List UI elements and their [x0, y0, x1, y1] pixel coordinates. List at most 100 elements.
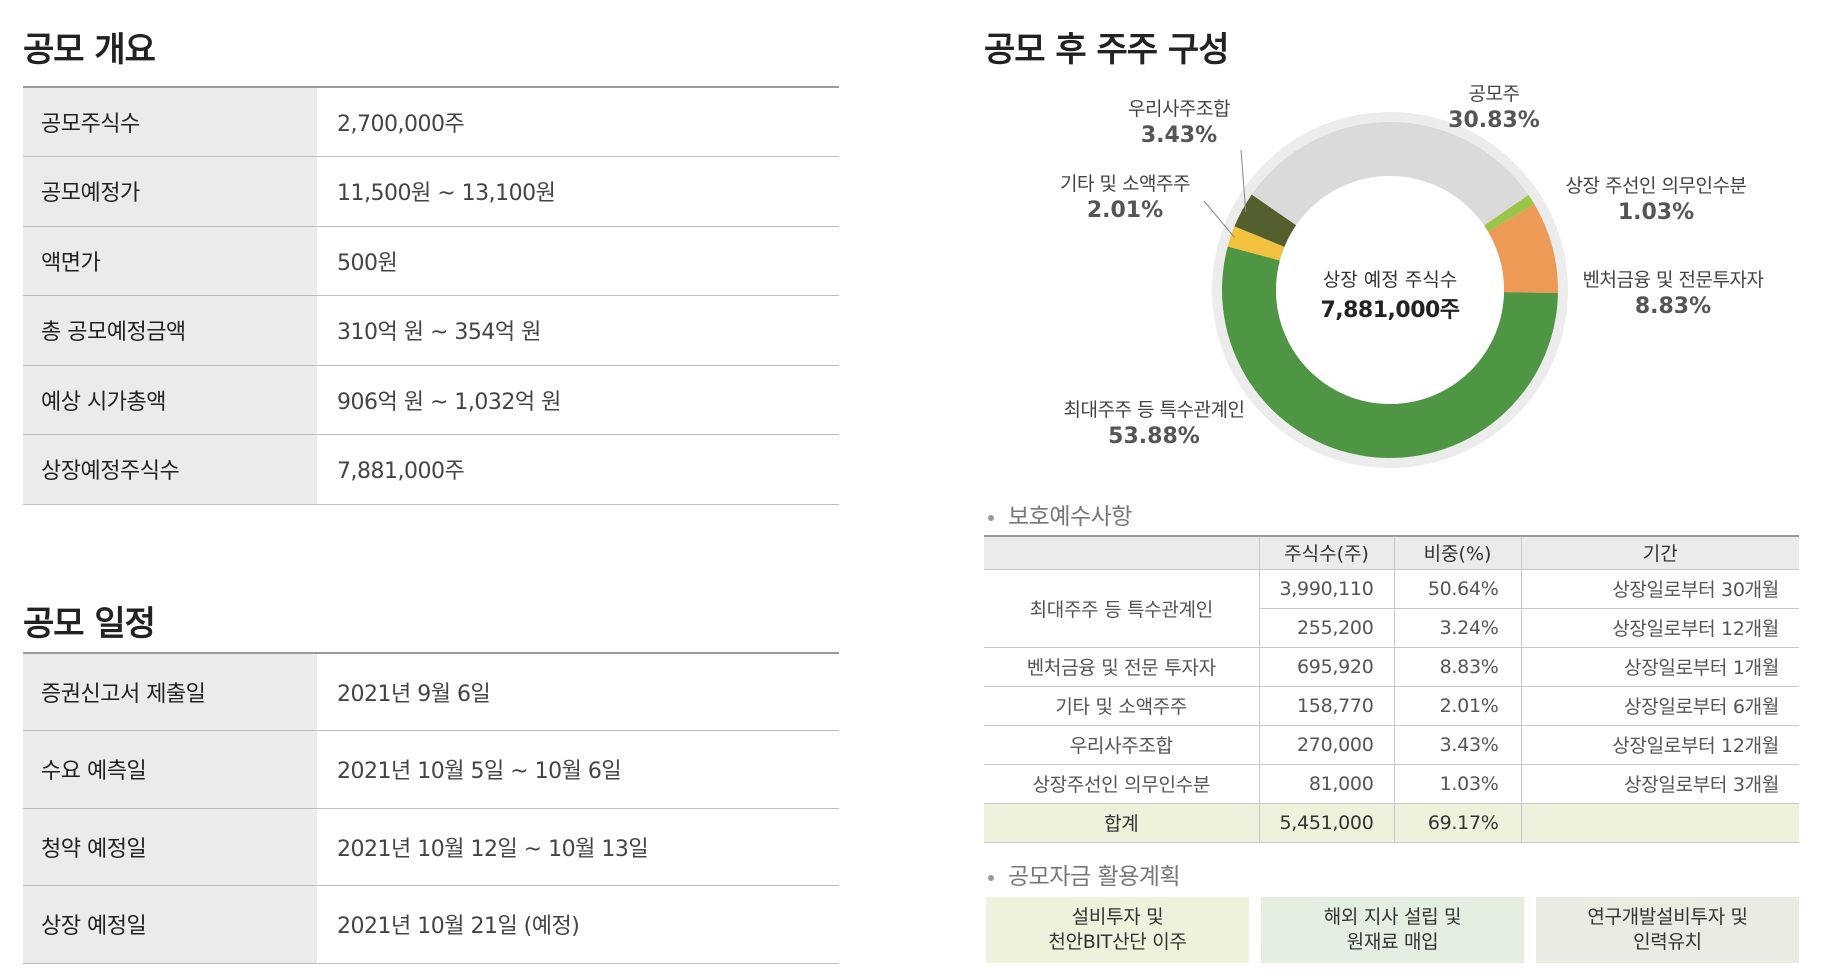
schedule-label: 증권신고서 제출일 — [23, 653, 317, 731]
overview-title: 공모 개요 — [23, 30, 156, 70]
leader-line — [1240, 149, 1247, 212]
lockup-title: 보호예수사항 — [984, 497, 1132, 531]
column-header: 비중(%) — [1393, 536, 1521, 570]
overview-label: 공모주식수 — [23, 87, 317, 157]
period-cell: 상장일로부터 12개월 — [1520, 608, 1799, 648]
overview-label: 예상 시가총액 — [23, 365, 317, 435]
overview-value: 500원 — [317, 226, 839, 296]
ratio-cell: 69.17% — [1393, 803, 1521, 843]
table-row: 증권신고서 제출일 2021년 9월 6일 — [23, 653, 839, 731]
overview-value: 11,500원 ~ 13,100원 — [317, 156, 839, 227]
holder-cell: 우리사주조합 — [984, 725, 1259, 765]
table-row: 수요 예측일 2021년 10월 5일 ~ 10월 6일 — [23, 730, 839, 809]
donut-slice — [1484, 195, 1535, 232]
overview-value: 906억 원 ~ 1,032억 원 — [317, 365, 839, 435]
schedule-value: 2021년 10월 12일 ~ 10월 13일 — [317, 808, 839, 886]
overview-value: 7,881,000주 — [317, 434, 839, 505]
donut-slice — [1234, 194, 1297, 247]
table-row: 청약 예정일 2021년 10월 12일 ~ 10월 13일 — [23, 808, 839, 886]
overview-table: 공모주식수 2,700,000주 공모예정가 11,500원 ~ 13,100원 액… — [23, 86, 839, 505]
period-cell: 상장일로부터 12개월 — [1520, 725, 1799, 765]
holder-cell: 벤처금융 및 전문 투자자 — [984, 647, 1259, 687]
period-cell: 상장일로부터 3개월 — [1520, 764, 1799, 804]
holder-cell: 상장주선인 의무인수분 — [984, 764, 1259, 804]
ratio-cell: 3.43% — [1393, 725, 1521, 765]
period-cell: 상장일로부터 1개월 — [1520, 647, 1799, 687]
shares-cell: 158,770 — [1258, 686, 1394, 726]
table-row: 예상 시가총액 906억 원 ~ 1,032억 원 — [23, 365, 839, 435]
schedule-label: 수요 예측일 — [23, 730, 317, 809]
shares-cell: 81,000 — [1258, 764, 1394, 804]
bullet-icon — [988, 514, 994, 521]
slice-label-underwriter: 상장 주선인 의무인수분 1.03% — [1565, 175, 1747, 225]
period-cell: 상장일로부터 30개월 — [1520, 569, 1799, 609]
ratio-cell: 8.83% — [1393, 647, 1521, 687]
donut-chart: 상장 예정 주식수 7,881,000주 공모주 30.83% 상장 주선인 의… — [984, 0, 1804, 480]
donut-slice — [1227, 226, 1285, 261]
table-row: 상장 예정일 2021년 10월 21일 (예정) — [23, 885, 839, 964]
holder-cell: 기타 및 소액주주 — [984, 686, 1259, 726]
overview-label: 공모예정가 — [23, 156, 317, 227]
table-row: 공모예정가 11,500원 ~ 13,100원 — [23, 156, 839, 227]
overview-value: 2,700,000주 — [317, 87, 839, 157]
donut-slice — [1251, 121, 1529, 226]
schedule-value: 2021년 10월 21일 (예정) — [317, 885, 839, 964]
schedule-value: 2021년 9월 6일 — [317, 653, 839, 731]
slice-label-venture: 벤처금융 및 전문투자자 8.83% — [1582, 269, 1764, 319]
table-header-row: 주식수(주) 비중(%) 기간 — [984, 536, 1799, 570]
holder-cell: 최대주주 등 특수관계인 — [984, 569, 1259, 648]
schedule-table: 증권신고서 제출일 2021년 9월 6일 수요 예측일 2021년 10월 5일 … — [23, 652, 839, 964]
donut-svg — [1203, 112, 1568, 468]
overview-value: 310억 원 ~ 354억 원 — [317, 295, 839, 366]
donut-slice — [1488, 204, 1558, 294]
table-row: 우리사주조합 270,000 3.43% 상장일로부터 12개월 — [984, 725, 1799, 765]
table-row: 상장주선인 의무인수분 81,000 1.03% 상장일로부터 3개월 — [984, 764, 1799, 804]
schedule-value: 2021년 10월 5일 ~ 10월 6일 — [317, 730, 839, 809]
table-row: 상장예정주식수 7,881,000주 — [23, 434, 839, 505]
donut-slice — [1222, 246, 1558, 458]
column-header — [984, 536, 1259, 570]
overview-label: 총 공모예정금액 — [23, 295, 317, 366]
ratio-cell: 1.03% — [1393, 764, 1521, 804]
table-row: 액면가 500원 — [23, 226, 839, 296]
table-row: 최대주주 등 특수관계인 3,990,110 50.64% 상장일로부터 30개… — [984, 569, 1799, 648]
schedule-title: 공모 일정 — [23, 604, 156, 644]
ratio-cell: 50.64% — [1393, 569, 1521, 609]
shares-cell: 3,990,110 — [1258, 569, 1394, 609]
slice-label-minor-shareholder: 기타 및 소액주주 2.01% — [1060, 173, 1190, 223]
shares-cell: 255,200 — [1258, 608, 1394, 648]
table-row: 기타 및 소액주주 158,770 2.01% 상장일로부터 6개월 — [984, 686, 1799, 726]
leader-line — [1203, 200, 1235, 238]
slice-label-employee-union: 우리사주조합 3.43% — [1128, 98, 1230, 148]
slice-label-public-offering: 공모주 30.83% — [1448, 83, 1540, 133]
ratio-cell: 3.24% — [1393, 608, 1521, 648]
table-row: 255,200 3.24% 상장일로부터 12개월 — [984, 608, 1799, 648]
bullet-icon — [988, 874, 994, 881]
overview-label: 액면가 — [23, 226, 317, 296]
shares-cell: 5,451,000 — [1258, 803, 1394, 843]
schedule-label: 상장 예정일 — [23, 885, 317, 964]
center-label-text: 상장 예정 주식수 — [1322, 269, 1458, 291]
shares-cell: 270,000 — [1258, 725, 1394, 765]
fund-item-rnd: 연구개발설비투자 및 인력유치 — [1536, 897, 1799, 963]
period-cell — [1520, 803, 1799, 843]
center-value-text: 7,881,000주 — [1320, 298, 1460, 323]
donut-hole — [1276, 176, 1504, 404]
table-row: 총 공모예정금액 310억 원 ~ 354억 원 — [23, 295, 839, 366]
shares-cell: 695,920 — [1258, 647, 1394, 687]
funds-title: 공모자금 활용계획 — [984, 857, 1181, 891]
fund-item-facility: 설비투자 및 천안BIT산단 이주 — [986, 897, 1249, 963]
column-header: 기간 — [1520, 536, 1799, 570]
slice-label-major-shareholder: 최대주주 등 특수관계인 53.88% — [1063, 399, 1245, 449]
holder-cell: 합계 — [984, 803, 1259, 843]
fund-item-overseas: 해외 지사 설립 및 원재료 매입 — [1261, 897, 1524, 963]
column-header: 주식수(주) — [1258, 536, 1394, 570]
total-row: 합계 5,451,000 69.17% — [984, 803, 1799, 843]
period-cell: 상장일로부터 6개월 — [1520, 686, 1799, 726]
overview-label: 상장예정주식수 — [23, 434, 317, 505]
ratio-cell: 2.01% — [1393, 686, 1521, 726]
chart-title: 공모 후 주주 구성 — [984, 30, 1229, 70]
table-row: 공모주식수 2,700,000주 — [23, 87, 839, 157]
schedule-label: 청약 예정일 — [23, 808, 317, 886]
lockup-table: 주식수(주) 비중(%) 기간 최대주주 등 특수관계인 3,990,110 5… — [984, 535, 1799, 843]
